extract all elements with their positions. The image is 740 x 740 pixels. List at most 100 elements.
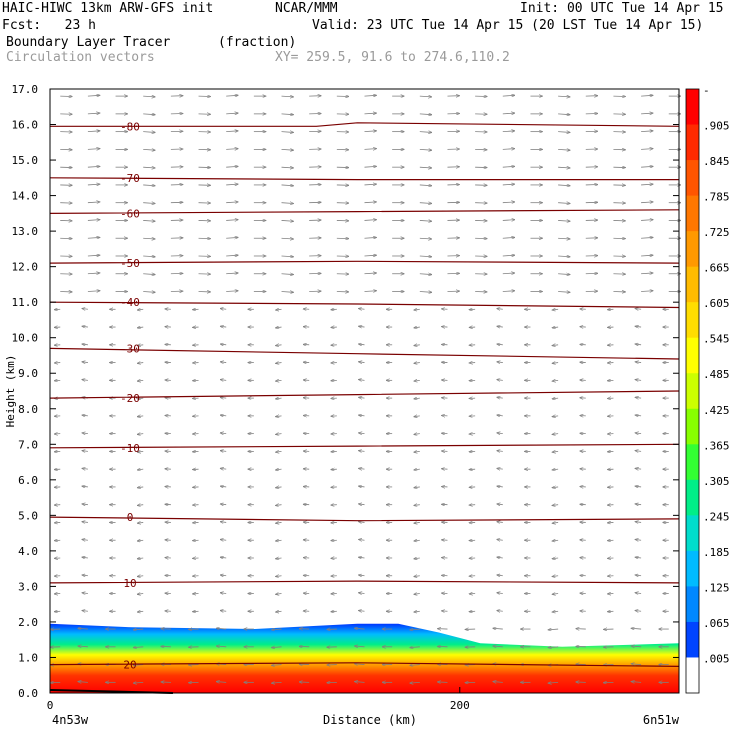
circulation-vector bbox=[226, 113, 238, 114]
circulation-vector bbox=[220, 522, 227, 523]
circulation-vector bbox=[137, 309, 144, 310]
circulation-vector bbox=[414, 451, 420, 452]
temperature-contour bbox=[49, 580, 680, 584]
circulation-vector bbox=[137, 363, 144, 364]
circulation-vector bbox=[359, 362, 365, 363]
circulation-vector bbox=[497, 486, 503, 487]
circulation-vector bbox=[364, 184, 377, 185]
circulation-vector bbox=[359, 415, 365, 416]
circulation-vector bbox=[143, 132, 155, 133]
circulation-vector bbox=[497, 504, 503, 505]
y-tick-label: 8.0 bbox=[18, 403, 38, 416]
circulation-vector bbox=[502, 184, 515, 185]
circulation-vector bbox=[226, 95, 238, 96]
circulation-vector bbox=[281, 292, 294, 293]
circulation-vector bbox=[82, 468, 88, 469]
circulation-vector bbox=[502, 149, 515, 150]
circulation-vector bbox=[355, 682, 365, 683]
circulation-vector bbox=[133, 647, 144, 648]
circulation-vector bbox=[359, 433, 365, 434]
circulation-vector bbox=[558, 167, 570, 168]
circulation-vector bbox=[82, 433, 88, 434]
circulation-vector bbox=[631, 664, 642, 665]
colorbar-swatch bbox=[686, 444, 699, 481]
circulation-vector bbox=[359, 344, 365, 345]
circulation-vector bbox=[143, 185, 155, 186]
circulation-vector bbox=[82, 522, 88, 523]
circulation-vector bbox=[419, 292, 432, 293]
circulation-vector bbox=[87, 95, 100, 96]
colorbar-swatch bbox=[686, 337, 699, 374]
y-tick-label: 7.0 bbox=[18, 438, 38, 451]
circulation-vector bbox=[641, 255, 653, 256]
circulation-vector bbox=[137, 380, 144, 381]
circulation-vector bbox=[82, 451, 88, 452]
circulation-vector bbox=[87, 202, 100, 203]
circulation-vector bbox=[220, 344, 227, 345]
circulation-vector bbox=[635, 397, 642, 398]
circulation-vector bbox=[502, 95, 515, 96]
circulation-vector bbox=[137, 576, 144, 577]
contour-label: -50 bbox=[120, 257, 140, 270]
circulation-vector bbox=[497, 326, 503, 327]
circulation-vector bbox=[82, 308, 88, 309]
colorbar-swatch bbox=[686, 586, 699, 623]
y-axis-label: Height (km) bbox=[4, 355, 17, 428]
circulation-vector bbox=[355, 664, 365, 665]
colorbar-label: .365 bbox=[703, 439, 730, 452]
circulation-vector bbox=[558, 274, 570, 275]
circulation-vector bbox=[552, 540, 559, 541]
circulation-vector bbox=[548, 647, 559, 648]
circulation-vector bbox=[558, 203, 570, 204]
circulation-vector bbox=[281, 238, 294, 239]
circulation-vector bbox=[87, 273, 100, 274]
circulation-vector bbox=[226, 202, 238, 203]
circulation-vector bbox=[558, 185, 570, 186]
circulation-vector bbox=[143, 292, 155, 293]
circulation-vector bbox=[641, 95, 653, 96]
circulation-vector bbox=[226, 220, 238, 221]
circulation-vector bbox=[635, 504, 642, 505]
circulation-vector bbox=[272, 629, 282, 630]
circulation-vector bbox=[558, 220, 570, 221]
circulation-vector bbox=[558, 114, 570, 115]
temperature-contour bbox=[49, 209, 680, 214]
colorbar-label: .905 bbox=[703, 120, 730, 133]
circulation-vector bbox=[87, 220, 100, 221]
circulation-vector bbox=[502, 273, 515, 274]
circulation-vector bbox=[497, 380, 503, 381]
circulation-vector bbox=[414, 363, 420, 364]
circulation-vector bbox=[87, 166, 100, 167]
circulation-vector bbox=[87, 184, 100, 185]
circulation-vector bbox=[641, 273, 653, 274]
colorbar-label: .845 bbox=[703, 155, 730, 168]
colorbar-swatch bbox=[686, 231, 699, 268]
colorbar-label: .665 bbox=[703, 262, 730, 275]
circulation-vector bbox=[82, 593, 88, 594]
circulation-vector bbox=[137, 398, 144, 399]
circulation-vector bbox=[364, 149, 377, 150]
circulation-vector bbox=[82, 380, 88, 381]
circulation-vector bbox=[552, 309, 559, 310]
circulation-vector bbox=[220, 397, 227, 398]
circulation-vector bbox=[419, 114, 432, 115]
colorbar-swatch bbox=[686, 657, 699, 694]
circulation-vector bbox=[414, 398, 420, 399]
temperature-contour bbox=[49, 177, 679, 181]
colorbar-label: .065 bbox=[703, 617, 730, 630]
colorbar-swatch bbox=[686, 302, 699, 339]
circulation-vector bbox=[493, 646, 503, 647]
circulation-vector bbox=[552, 434, 559, 435]
circulation-vector bbox=[87, 113, 100, 114]
y-tick-label: 16.0 bbox=[12, 119, 39, 132]
temperature-contour bbox=[49, 347, 680, 360]
x-tick-label: 200 bbox=[450, 699, 470, 712]
circulation-vector bbox=[82, 486, 88, 487]
circulation-vector bbox=[359, 397, 365, 398]
circulation-vector bbox=[143, 167, 155, 168]
circulation-vector bbox=[276, 416, 282, 417]
circulation-vector bbox=[359, 522, 365, 523]
circulation-vector bbox=[641, 113, 653, 114]
circulation-vector bbox=[641, 237, 653, 238]
colorbar-swatch bbox=[686, 408, 699, 445]
